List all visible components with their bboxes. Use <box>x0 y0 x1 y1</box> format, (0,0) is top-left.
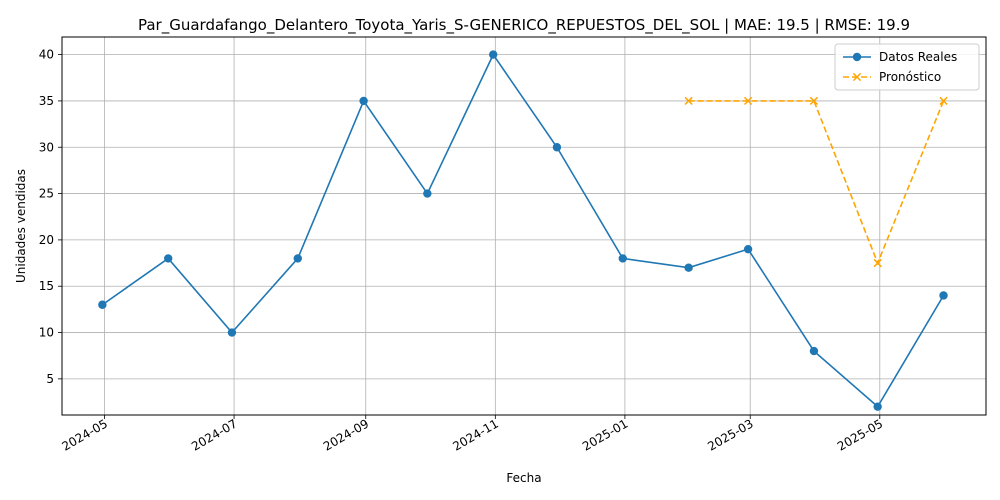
data-point <box>743 96 753 106</box>
series-line-0 <box>101 53 945 408</box>
legend-marker <box>852 72 862 82</box>
x-axis-label: Fecha <box>506 471 541 485</box>
data-point <box>227 328 237 337</box>
y-tick-label: 10 <box>39 326 54 340</box>
plot-frame <box>61 36 987 416</box>
series-line-1 <box>688 100 945 266</box>
data-point <box>939 291 948 300</box>
y-axis-label: Unidades vendidas <box>14 169 28 283</box>
data-point <box>809 96 819 106</box>
legend-label: Pronóstico <box>879 70 941 84</box>
plot-area <box>98 50 948 411</box>
data-point <box>873 258 882 268</box>
data-point <box>552 143 562 152</box>
data-point <box>939 96 948 106</box>
y-tick-label: 30 <box>39 140 54 154</box>
legend: Datos Reales Pronóstico <box>834 43 980 91</box>
data-point <box>164 254 173 263</box>
data-point <box>809 346 819 356</box>
data-point <box>359 96 368 106</box>
y-tick-label: 40 <box>39 48 54 62</box>
legend-label: Datos Reales <box>879 50 957 64</box>
data-point <box>684 263 693 272</box>
y-tick-label: 35 <box>39 94 54 108</box>
data-point <box>423 189 432 198</box>
data-point <box>489 50 498 59</box>
data-point <box>684 96 693 106</box>
y-tick-label: 25 <box>39 187 54 201</box>
chart-title: Par_Guardafango_Delantero_Toyota_Yaris_S… <box>138 16 910 35</box>
data-point <box>98 300 107 309</box>
data-point <box>743 244 753 254</box>
y-tick-label: 20 <box>39 233 54 247</box>
data-point <box>873 402 882 411</box>
y-tick-label: 5 <box>46 372 54 386</box>
data-point <box>293 254 302 263</box>
data-point <box>618 254 627 263</box>
legend-marker <box>852 52 862 62</box>
legend-box <box>834 43 980 91</box>
y-tick-label: 15 <box>39 279 54 293</box>
